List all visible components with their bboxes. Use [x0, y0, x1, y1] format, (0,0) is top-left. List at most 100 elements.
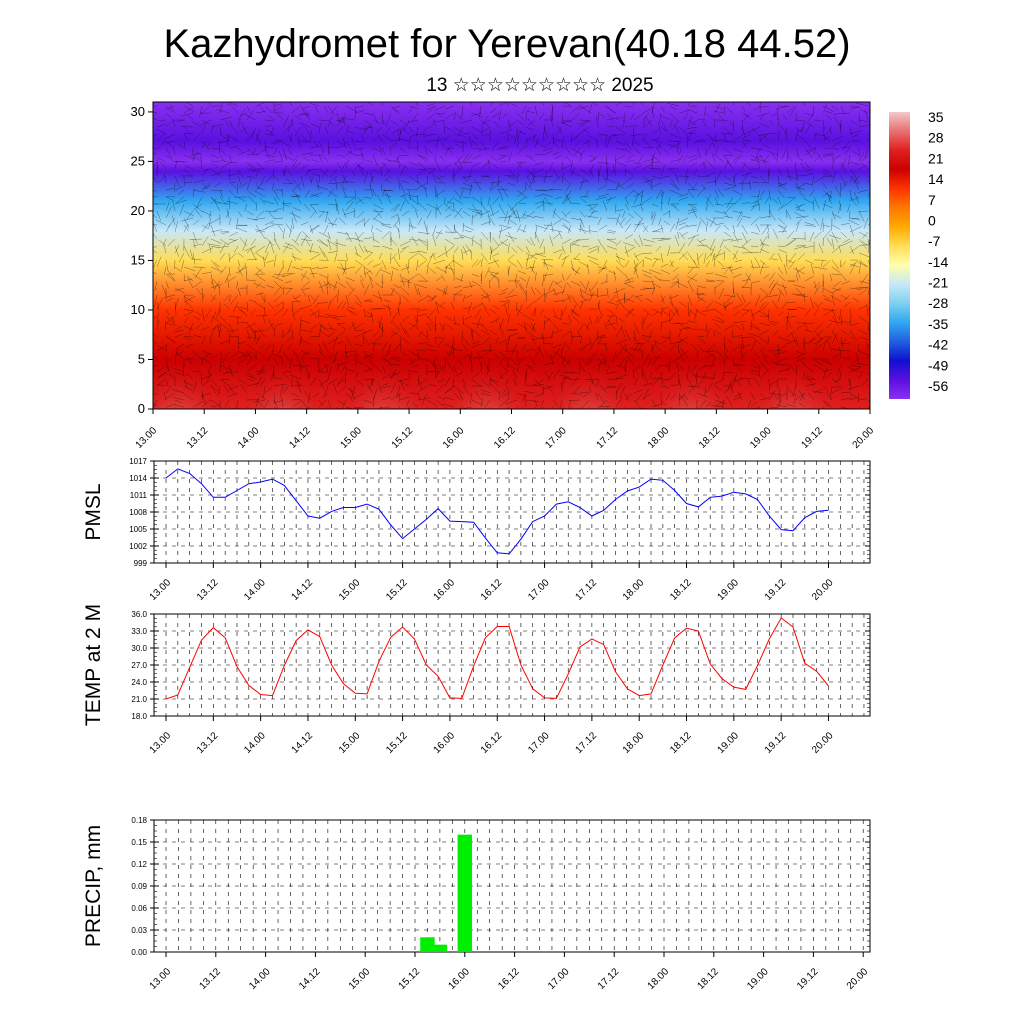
x-tick-label: 20.00: [810, 577, 836, 603]
colorbar-label: -28: [928, 295, 948, 311]
y-tick-label: 5: [138, 351, 145, 366]
y-tick-label: 1011: [130, 491, 148, 500]
y-tick-label: 1005: [129, 525, 147, 534]
y-tick-label: 1008: [129, 508, 147, 517]
colorbar-label: 35: [928, 109, 944, 125]
x-tick-label: 13.12: [185, 425, 211, 451]
precip-bar: [420, 937, 434, 952]
x-tick-label: 17.12: [574, 577, 600, 603]
x-tick-label: 15.12: [397, 966, 423, 992]
x-tick-label: 18.12: [695, 966, 721, 992]
plot-frame: [154, 461, 870, 563]
x-tick-label: 14.00: [242, 577, 268, 603]
x-tick-label: 19.00: [745, 966, 771, 992]
x-tick-label: 14.00: [247, 966, 273, 992]
colorbar-label: -56: [928, 378, 948, 394]
y-tick-label: 0.12: [131, 860, 147, 869]
y-tick-label: 25: [131, 153, 145, 168]
x-tick-label: 16.12: [492, 425, 518, 451]
x-tick-label: 19.12: [763, 577, 789, 603]
x-tick-label: 13.00: [148, 730, 174, 756]
y-tick-label: 15: [131, 252, 145, 267]
y-tick-label: 0.03: [131, 926, 147, 935]
x-tick-label: 17.12: [574, 730, 600, 756]
x-tick-label: 17.00: [543, 425, 569, 451]
y-tick-label: 30: [131, 104, 145, 119]
colorbar-label: 7: [928, 192, 936, 208]
y-tick-label: 0: [138, 401, 145, 416]
y-tick-label: 0.15: [131, 838, 147, 847]
y-tick-label: 0.00: [131, 948, 147, 957]
y-tick-label: 33.0: [131, 627, 147, 636]
x-tick-label: 15.00: [337, 730, 363, 756]
x-tick-label: 15.00: [347, 966, 373, 992]
x-tick-label: 15.00: [339, 425, 365, 451]
y-axis-label: TEMP at 2 M: [82, 604, 105, 726]
x-tick-label: 16.00: [446, 966, 472, 992]
x-tick-label: 15.12: [384, 730, 410, 756]
page-subtitle: 13 ☆☆☆☆☆☆☆☆☆ 2025: [426, 75, 653, 96]
y-tick-label: 10: [131, 302, 145, 317]
x-tick-label: 19.00: [748, 425, 774, 451]
colorbar-strip: [889, 112, 910, 399]
x-tick-label: 19.12: [799, 425, 825, 451]
colorbar-label: -14: [928, 254, 948, 270]
x-tick-label: 17.00: [526, 730, 552, 756]
x-tick-label: 18.00: [646, 966, 672, 992]
x-tick-label: 19.12: [795, 966, 821, 992]
precip-bar: [433, 945, 447, 952]
y-tick-label: 999: [134, 559, 148, 568]
x-tick-label: 14.12: [297, 966, 323, 992]
x-tick-label: 19.00: [715, 730, 741, 756]
x-tick-label: 16.00: [441, 425, 467, 451]
x-tick-label: 13.00: [148, 966, 174, 992]
y-axis-label: PRECIP, mm: [82, 825, 105, 947]
precip-bar: [458, 835, 472, 952]
colorbar-label: -49: [928, 357, 948, 373]
x-tick-label: 15.12: [384, 577, 410, 603]
colorbar-label: 21: [928, 150, 944, 166]
y-tick-label: 30.0: [131, 644, 147, 653]
x-tick-label: 14.00: [236, 425, 262, 451]
x-tick-label: 16.12: [496, 966, 522, 992]
y-tick-label: 1014: [129, 474, 147, 483]
x-tick-label: 17.00: [546, 966, 572, 992]
x-tick-label: 19.12: [763, 730, 789, 756]
x-tick-label: 15.12: [390, 425, 416, 451]
x-tick-label: 14.12: [290, 730, 316, 756]
x-tick-label: 16.00: [432, 577, 458, 603]
colorbar-label: 28: [928, 130, 944, 146]
plot-frame: [154, 614, 870, 716]
y-tick-label: 1002: [129, 542, 147, 551]
y-tick-label: 21.0: [131, 695, 147, 704]
y-tick-label: 1017: [129, 457, 147, 466]
x-tick-label: 17.00: [526, 577, 552, 603]
x-tick-label: 13.00: [134, 425, 160, 451]
y-tick-label: 18.0: [131, 712, 147, 721]
x-tick-label: 13.12: [197, 966, 223, 992]
x-tick-label: 16.12: [479, 730, 505, 756]
x-tick-label: 18.12: [668, 730, 694, 756]
x-tick-label: 18.12: [668, 577, 694, 603]
y-axis-label: PMSL: [82, 483, 105, 540]
x-tick-label: 18.00: [646, 425, 672, 451]
colorbar-label: 14: [928, 171, 944, 187]
x-tick-label: 20.00: [810, 730, 836, 756]
x-tick-label: 13.12: [195, 730, 221, 756]
colorbar-label: -42: [928, 337, 948, 353]
x-tick-label: 17.12: [596, 966, 622, 992]
y-tick-label: 27.0: [131, 661, 147, 670]
x-tick-label: 18.00: [621, 730, 647, 756]
x-tick-label: 19.00: [715, 577, 741, 603]
x-tick-label: 15.00: [337, 577, 363, 603]
x-tick-label: 14.12: [287, 425, 313, 451]
x-tick-label: 13.00: [148, 577, 174, 603]
y-tick-label: 0.06: [131, 904, 147, 913]
x-tick-label: 18.12: [697, 425, 723, 451]
x-tick-label: 14.12: [290, 577, 316, 603]
